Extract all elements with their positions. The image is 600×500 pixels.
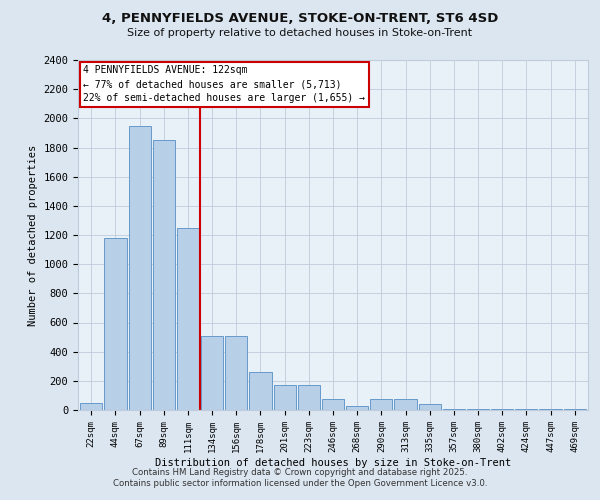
- Bar: [274, 385, 296, 410]
- Bar: [394, 399, 416, 410]
- Bar: [152, 140, 175, 410]
- Y-axis label: Number of detached properties: Number of detached properties: [28, 144, 38, 326]
- Bar: [128, 126, 151, 410]
- X-axis label: Distribution of detached houses by size in Stoke-on-Trent: Distribution of detached houses by size …: [155, 458, 511, 468]
- Text: 4 PENNYFIELDS AVENUE: 122sqm
← 77% of detached houses are smaller (5,713)
22% of: 4 PENNYFIELDS AVENUE: 122sqm ← 77% of de…: [83, 66, 365, 104]
- Bar: [225, 336, 247, 410]
- Bar: [177, 228, 199, 410]
- Bar: [104, 238, 127, 410]
- Bar: [419, 404, 441, 410]
- Text: Size of property relative to detached houses in Stoke-on-Trent: Size of property relative to detached ho…: [127, 28, 473, 38]
- Bar: [346, 406, 368, 410]
- Bar: [298, 385, 320, 410]
- Bar: [515, 408, 538, 410]
- Bar: [250, 372, 272, 410]
- Bar: [443, 408, 465, 410]
- Bar: [467, 408, 489, 410]
- Bar: [201, 336, 223, 410]
- Bar: [370, 399, 392, 410]
- Text: Contains HM Land Registry data © Crown copyright and database right 2025.
Contai: Contains HM Land Registry data © Crown c…: [113, 468, 487, 487]
- Bar: [80, 402, 103, 410]
- Text: 4, PENNYFIELDS AVENUE, STOKE-ON-TRENT, ST6 4SD: 4, PENNYFIELDS AVENUE, STOKE-ON-TRENT, S…: [102, 12, 498, 26]
- Bar: [322, 399, 344, 410]
- Bar: [491, 408, 514, 410]
